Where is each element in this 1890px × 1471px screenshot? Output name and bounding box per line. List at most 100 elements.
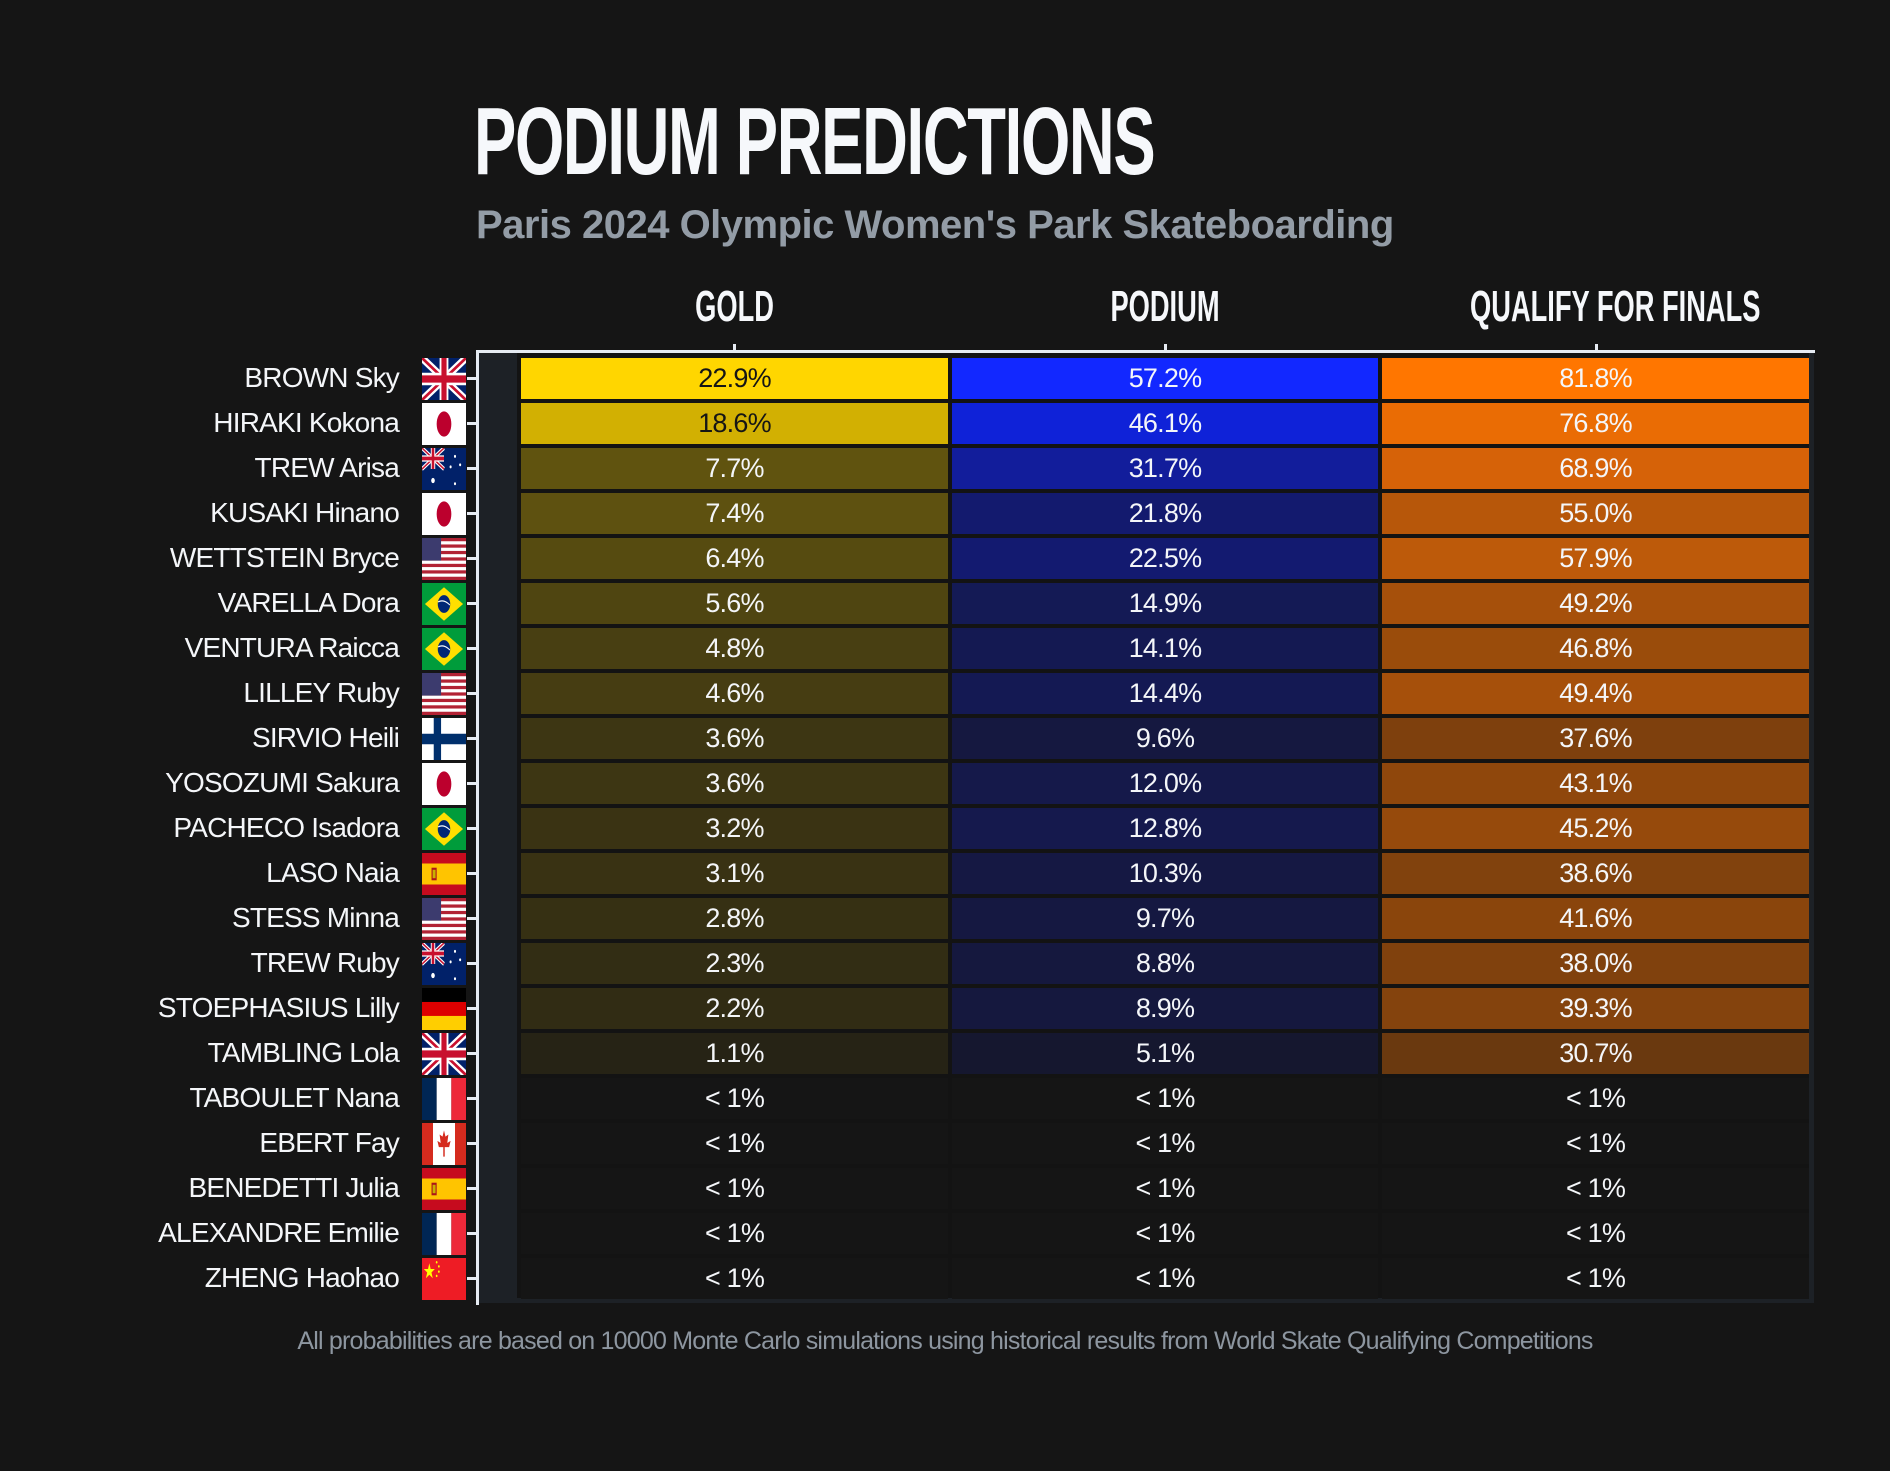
gold-cell: 2.2% — [521, 988, 948, 1029]
br-flag-icon — [422, 583, 466, 625]
y-axis-tick — [467, 1187, 476, 1190]
gold-cell: 6.4% — [521, 538, 948, 579]
column-header-qualify: QUALIFY FOR FINALS — [1470, 282, 1761, 331]
ca-flag-icon — [422, 1123, 466, 1165]
qualify-cell: 38.0% — [1382, 943, 1809, 984]
y-axis-tick — [467, 647, 476, 650]
chart-title: PODIUM PREDICTIONS — [474, 88, 1156, 195]
gold-cell: < 1% — [521, 1168, 948, 1209]
column-header-podium: PODIUM — [1110, 282, 1220, 331]
athlete-name: VARELLA Dora — [217, 587, 400, 618]
podium-cell: < 1% — [952, 1123, 1378, 1164]
qualify-cell: 68.9% — [1382, 448, 1809, 489]
athlete-name: YOSOZUMI Sakura — [165, 767, 400, 798]
cn-flag-icon — [422, 1258, 466, 1300]
athlete-name: TAMBLING Lola — [207, 1037, 400, 1068]
x-axis-tick — [1595, 344, 1598, 352]
table-row: BENEDETTI Julia < 1% < 1% < 1% — [0, 1166, 1890, 1211]
y-axis-tick — [467, 692, 476, 695]
gold-cell: 3.2% — [521, 808, 948, 849]
gb-flag-icon — [422, 358, 466, 400]
athlete-name: LASO Naia — [266, 857, 400, 888]
y-axis-line — [476, 350, 479, 1305]
y-axis-tick — [467, 1052, 476, 1055]
y-axis-tick — [467, 602, 476, 605]
gold-cell: 4.6% — [521, 673, 948, 714]
table-row: PACHECO Isadora 3.2% 12.8% 45.2% — [0, 806, 1890, 851]
fr-flag-icon — [422, 1078, 466, 1120]
us-flag-icon — [422, 538, 466, 580]
gold-cell: 7.4% — [521, 493, 948, 534]
athlete-name: LILLEY Ruby — [243, 677, 399, 708]
y-axis-tick — [467, 872, 476, 875]
qualify-cell: < 1% — [1382, 1258, 1809, 1299]
athlete-name: KUSAKI Hinano — [210, 497, 400, 528]
qualify-cell: 38.6% — [1382, 853, 1809, 894]
y-axis-tick — [467, 1277, 476, 1280]
de-flag-icon — [422, 988, 466, 1030]
podium-cell: 9.7% — [952, 898, 1378, 939]
au-flag-icon — [422, 448, 466, 490]
column-header-gold: GOLD — [695, 282, 775, 331]
table-row: SIRVIO Heili 3.6% 9.6% 37.6% — [0, 716, 1890, 761]
qualify-cell: 49.2% — [1382, 583, 1809, 624]
qualify-cell: 37.6% — [1382, 718, 1809, 759]
podium-cell: 8.8% — [952, 943, 1378, 984]
gold-cell: < 1% — [521, 1258, 948, 1299]
podium-cell: < 1% — [952, 1168, 1378, 1209]
jp-flag-icon — [422, 493, 466, 535]
podium-cell: 9.6% — [952, 718, 1378, 759]
y-axis-tick — [467, 962, 476, 965]
athlete-name: STESS Minna — [231, 902, 400, 933]
qualify-cell: < 1% — [1382, 1168, 1809, 1209]
table-row: ZHENG Haohao < 1% < 1% < 1% — [0, 1256, 1890, 1301]
gb-flag-icon — [422, 1033, 466, 1075]
gold-cell: 3.6% — [521, 763, 948, 804]
athlete-name: BENEDETTI Julia — [188, 1172, 400, 1203]
gold-cell: 4.8% — [521, 628, 948, 669]
gold-cell: < 1% — [521, 1123, 948, 1164]
us-flag-icon — [422, 898, 466, 940]
athlete-name: BROWN Sky — [244, 362, 399, 393]
qualify-cell: < 1% — [1382, 1213, 1809, 1254]
athlete-name: ALEXANDRE Emilie — [158, 1217, 400, 1248]
table-row: WETTSTEIN Bryce 6.4% 22.5% 57.9% — [0, 536, 1890, 581]
chart-subtitle: Paris 2024 Olympic Women's Park Skateboa… — [476, 203, 1394, 247]
qualify-cell: 46.8% — [1382, 628, 1809, 669]
podium-cell: < 1% — [952, 1078, 1378, 1119]
athlete-name: TABOULET Nana — [189, 1082, 399, 1113]
qualify-cell: 49.4% — [1382, 673, 1809, 714]
gold-cell: 3.6% — [521, 718, 948, 759]
podium-cell: 14.9% — [952, 583, 1378, 624]
gold-cell: 22.9% — [521, 358, 948, 399]
gold-cell: 1.1% — [521, 1033, 948, 1074]
qualify-cell: 30.7% — [1382, 1033, 1809, 1074]
y-axis-tick — [467, 467, 476, 470]
podium-cell: 5.1% — [952, 1033, 1378, 1074]
br-flag-icon — [422, 808, 466, 850]
podium-cell: 14.1% — [952, 628, 1378, 669]
qualify-cell: < 1% — [1382, 1078, 1809, 1119]
athlete-name: WETTSTEIN Bryce — [169, 542, 400, 573]
podium-cell: 8.9% — [952, 988, 1378, 1029]
x-axis-tick — [733, 344, 736, 352]
gold-cell: 2.3% — [521, 943, 948, 984]
fr-flag-icon — [422, 1213, 466, 1255]
table-row: ALEXANDRE Emilie < 1% < 1% < 1% — [0, 1211, 1890, 1256]
table-row: TABOULET Nana < 1% < 1% < 1% — [0, 1076, 1890, 1121]
athlete-name: EBERT Fay — [259, 1127, 399, 1158]
athlete-name: TREW Ruby — [250, 947, 400, 978]
athlete-name: ZHENG Haohao — [204, 1262, 400, 1293]
podium-cell: 46.1% — [952, 403, 1378, 444]
table-row: TREW Arisa 7.7% 31.7% 68.9% — [0, 446, 1890, 491]
table-row: VARELLA Dora 5.6% 14.9% 49.2% — [0, 581, 1890, 626]
y-axis-tick — [467, 422, 476, 425]
podium-cell: 12.0% — [952, 763, 1378, 804]
table-row: STESS Minna 2.8% 9.7% 41.6% — [0, 896, 1890, 941]
qualify-cell: 81.8% — [1382, 358, 1809, 399]
table-row: KUSAKI Hinano 7.4% 21.8% 55.0% — [0, 491, 1890, 536]
y-axis-tick — [467, 1007, 476, 1010]
athlete-name: SIRVIO Heili — [251, 722, 400, 753]
table-row: VENTURA Raicca 4.8% 14.1% 46.8% — [0, 626, 1890, 671]
y-axis-tick — [467, 1232, 476, 1235]
